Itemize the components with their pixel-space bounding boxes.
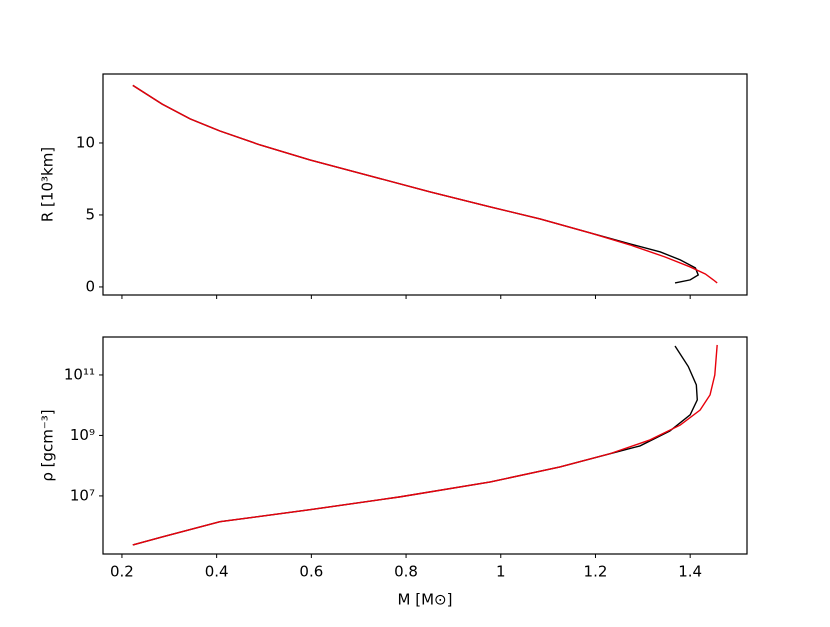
axes-frame: [102, 336, 748, 555]
x-tick-label: 0.8: [394, 563, 418, 581]
y-axis-label: ρ [gcm⁻³]: [39, 409, 57, 481]
x-tick-label: 1.2: [584, 563, 608, 581]
x-axis-label: M [M⊙]: [398, 591, 453, 609]
x-tick-label: 0.2: [110, 563, 134, 581]
x-tick-label: 0.4: [205, 563, 229, 581]
y-tick-label: 0: [85, 277, 95, 295]
y-tick-label: 5: [85, 205, 95, 223]
axes-frame: [102, 73, 748, 296]
x-tick-label: 1.4: [678, 563, 702, 581]
data-line: [132, 84, 718, 284]
x-tick-label: 1: [496, 563, 506, 581]
y-tick-label: 10¹¹: [64, 365, 95, 383]
y-tick-label: 10⁷: [70, 486, 95, 504]
data-line: [132, 84, 700, 284]
x-tick-label: 0.6: [299, 563, 323, 581]
y-tick-label: 10⁹: [70, 426, 95, 444]
y-axis-label: R [10³km]: [39, 147, 57, 222]
data-line: [132, 345, 698, 546]
data-line: [132, 344, 718, 546]
y-tick-label: 10: [76, 133, 95, 151]
